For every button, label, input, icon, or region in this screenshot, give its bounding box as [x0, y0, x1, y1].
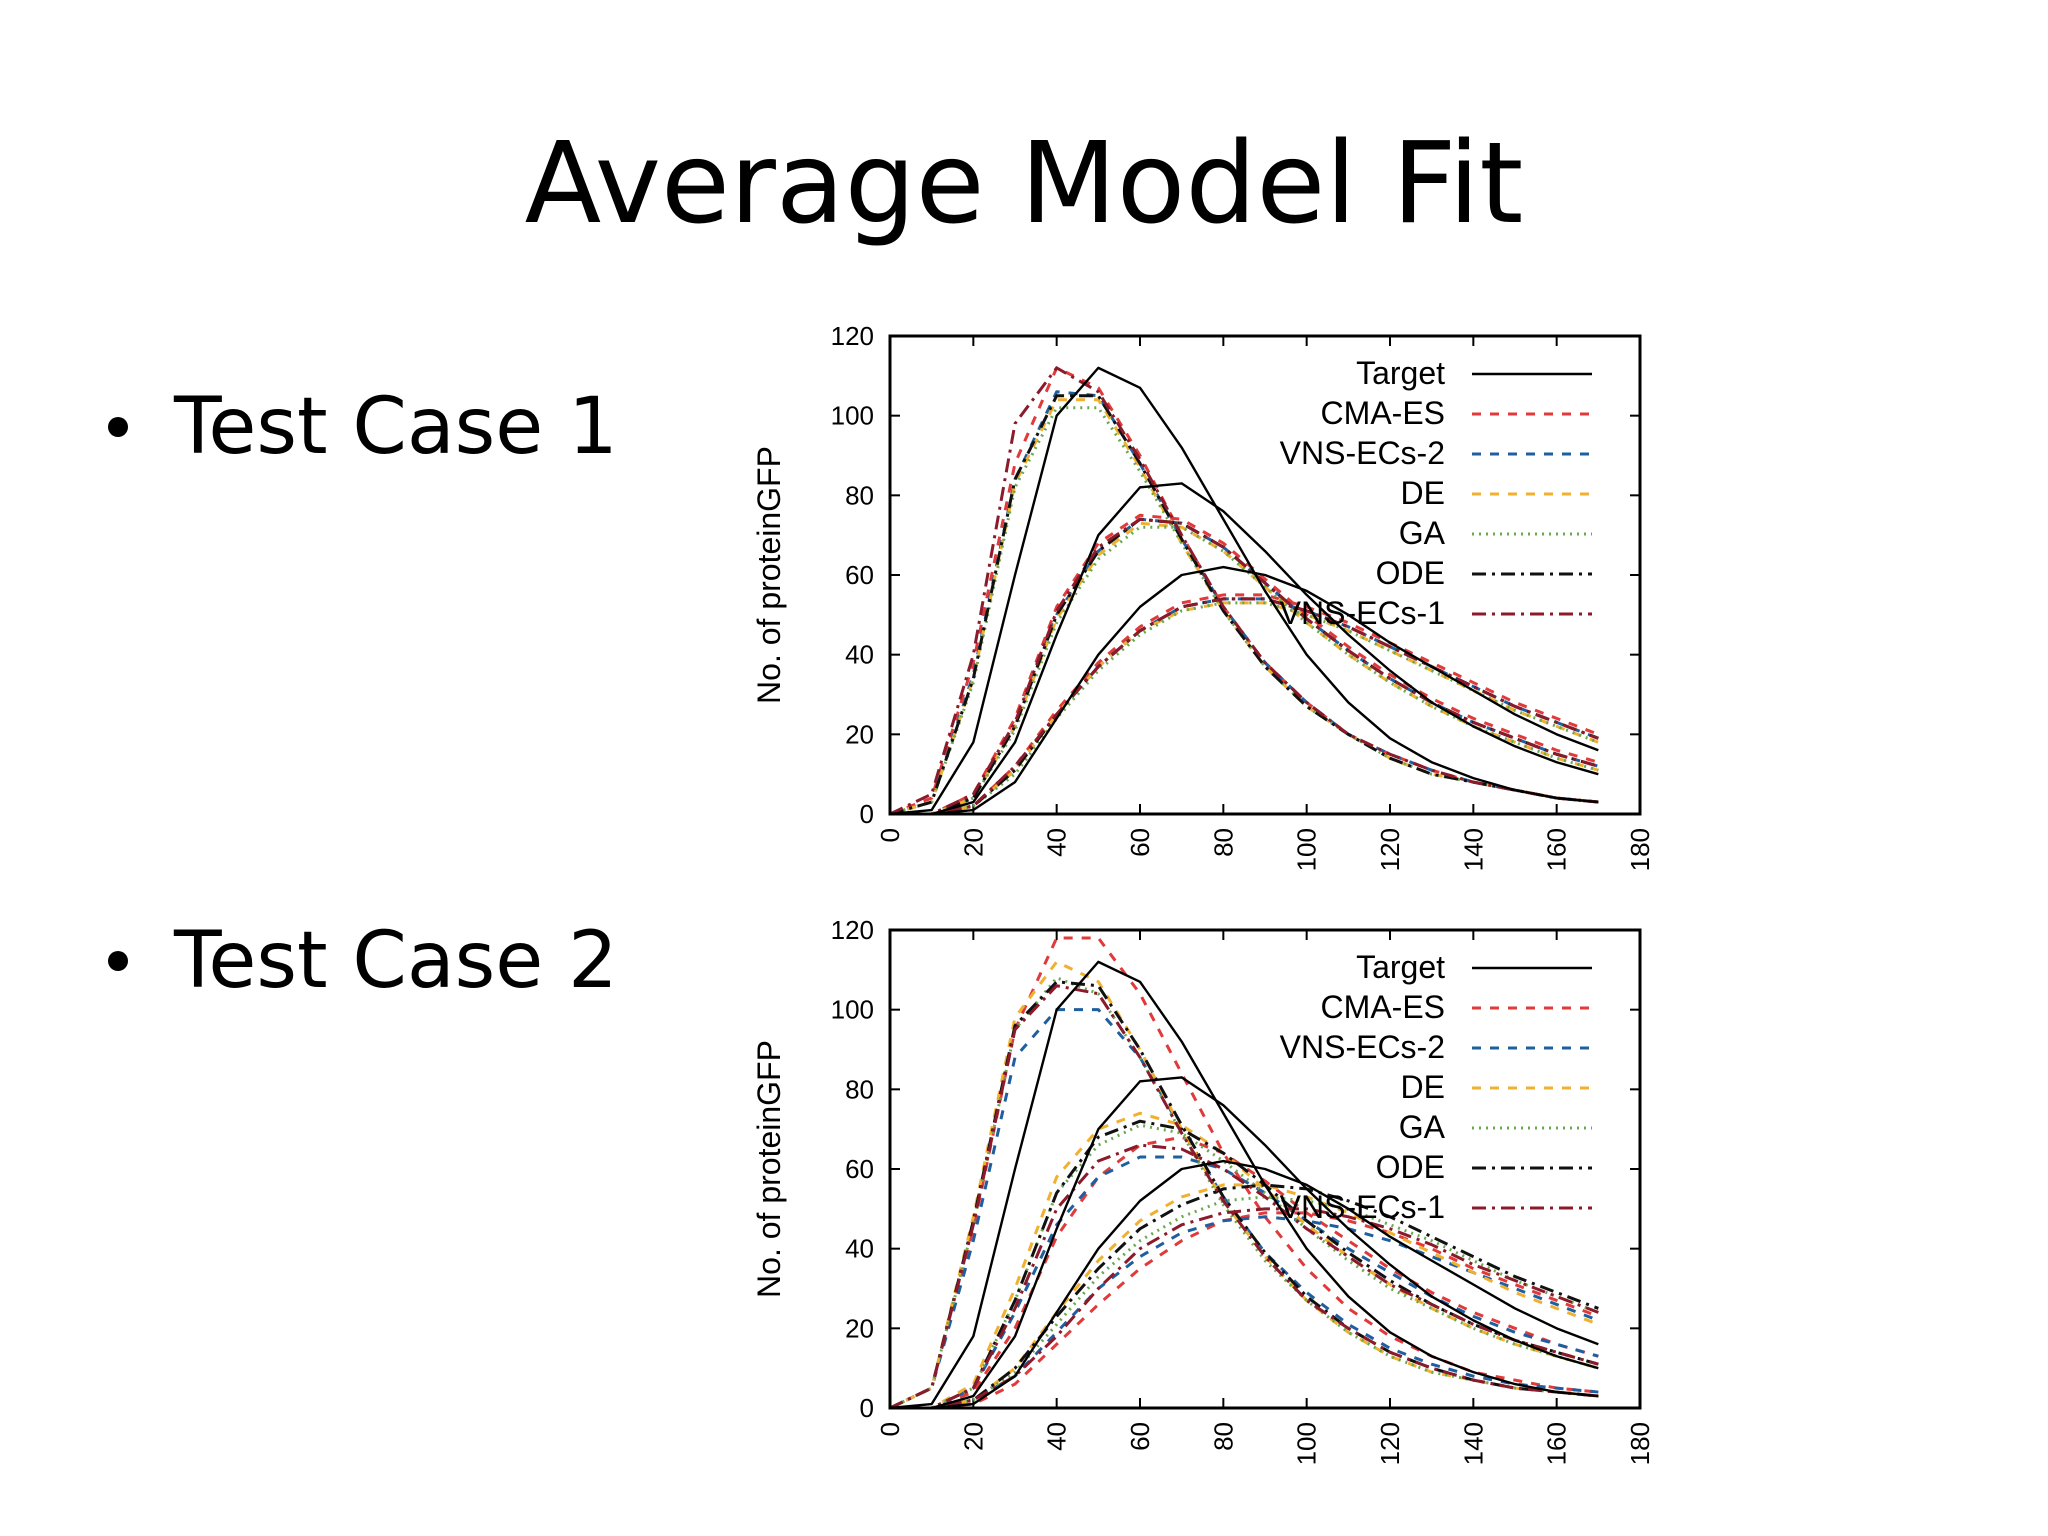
series-line-target	[890, 565, 1599, 814]
series-line-target	[890, 366, 1599, 814]
y-axis-label: No. of proteinGFP	[751, 1040, 787, 1298]
series-line-ga	[890, 1123, 1599, 1408]
x-tick-label: 20	[958, 828, 988, 857]
bullet-text: Test Case 2	[174, 916, 618, 1006]
y-tick-label: 80	[845, 480, 874, 510]
legend-label: VNS-ECs-2	[1280, 435, 1445, 471]
series-line-target	[890, 960, 1599, 1408]
bullet-dot-icon	[108, 417, 128, 437]
series-line-vns-ecs-1	[890, 366, 1599, 814]
x-tick-label: 60	[1125, 1422, 1155, 1451]
x-tick-label: 60	[1125, 828, 1155, 857]
y-tick-label: 20	[845, 1313, 874, 1343]
plot-frame	[888, 928, 1642, 1410]
bullet-test-case-2: Test Case 2	[108, 922, 618, 1000]
x-tick-label: 100	[1292, 1422, 1322, 1465]
slide-title: Average Model Fit	[524, 119, 1524, 249]
x-tick-label: 20	[958, 1422, 988, 1451]
x-tick-label: 120	[1375, 828, 1405, 871]
legend-label: Target	[1356, 355, 1445, 391]
legend-label: ODE	[1376, 1149, 1445, 1185]
series-line-vns-ecs-1	[890, 984, 1599, 1408]
legend-label: Target	[1356, 949, 1445, 985]
y-axis-label: No. of proteinGFP	[751, 446, 787, 704]
bullet-text: Test Case 1	[174, 382, 618, 472]
series-line-ga	[890, 601, 1599, 814]
series-line-de	[890, 398, 1599, 814]
series-line-ga	[890, 406, 1599, 814]
chart-test-case-2: 0 20 40 60 80 100 120 0 20 40 60 80 100 120 140 160 180 N…	[751, 915, 1655, 1465]
x-tick-label: 80	[1208, 828, 1238, 857]
series-line-target	[890, 1159, 1599, 1408]
series-line-ode	[890, 394, 1599, 814]
chart-test-case-1: 0 20 40 60 80 100 120 0 20 40 60 80 100 120 140 160 180 N…	[751, 321, 1655, 871]
legend-label: DE	[1401, 475, 1445, 511]
series-line-cma-es	[890, 1135, 1599, 1408]
series-line-vns-ecs-2	[890, 1215, 1599, 1408]
y-tick-label: 0	[860, 799, 874, 829]
legend-label: DE	[1401, 1069, 1445, 1105]
series-line-vns-ecs-2	[890, 1155, 1599, 1408]
legend-label: VNS-ECs-1	[1280, 1189, 1445, 1225]
series-line-cma-es	[890, 593, 1599, 814]
x-tick-label: 100	[1292, 828, 1322, 871]
legend-label: CMA-ES	[1321, 989, 1445, 1025]
series-line-vns-ecs-1	[890, 597, 1599, 814]
x-tick-label: 0	[875, 828, 905, 842]
x-tick-label: 0	[875, 1422, 905, 1436]
y-tick-label: 20	[845, 719, 874, 749]
plot-curves	[890, 366, 1599, 814]
x-tick-label: 40	[1042, 828, 1072, 857]
y-tick-label: 120	[831, 321, 874, 351]
series-line-vns-ecs-2	[890, 597, 1599, 814]
plot-curves	[890, 936, 1599, 1408]
series-line-vns-ecs-1	[890, 1143, 1599, 1408]
series-line-cma-es	[890, 366, 1599, 814]
x-tick-label: 120	[1375, 1422, 1405, 1465]
x-tick-label: 40	[1042, 1422, 1072, 1451]
series-line-target	[890, 1076, 1599, 1408]
y-tick-label: 40	[845, 640, 874, 670]
legend-label: GA	[1399, 515, 1446, 551]
y-tick-label: 120	[831, 915, 874, 945]
y-tick-label: 40	[845, 1234, 874, 1264]
y-tick-label: 100	[831, 401, 874, 431]
y-tick-label: 60	[845, 560, 874, 590]
legend-label: VNS-ECs-2	[1280, 1029, 1445, 1065]
series-line-cma-es	[890, 1211, 1599, 1408]
legend-label: CMA-ES	[1321, 395, 1445, 431]
x-tick-label: 80	[1208, 1422, 1238, 1451]
series-line-vns-ecs-1	[890, 517, 1599, 814]
x-tick-label: 180	[1625, 828, 1655, 871]
y-tick-label: 60	[845, 1154, 874, 1184]
x-tick-label: 160	[1542, 1422, 1572, 1465]
series-line-target	[890, 482, 1599, 814]
legend-label: GA	[1399, 1109, 1446, 1145]
y-tick-label: 80	[845, 1074, 874, 1104]
series-line-ode	[890, 597, 1599, 814]
legend-label: ODE	[1376, 555, 1445, 591]
series-line-ode	[890, 1183, 1599, 1408]
y-tick-label: 0	[860, 1393, 874, 1423]
x-tick-label: 140	[1458, 828, 1488, 871]
legend-label: VNS-ECs-1	[1280, 595, 1445, 631]
x-tick-label: 140	[1458, 1422, 1488, 1465]
bullet-dot-icon	[108, 951, 128, 971]
y-tick-label: 100	[831, 995, 874, 1025]
plot-frame	[888, 334, 1642, 816]
bullet-test-case-1: Test Case 1	[108, 388, 618, 466]
x-tick-label: 180	[1625, 1422, 1655, 1465]
x-tick-label: 160	[1542, 828, 1572, 871]
